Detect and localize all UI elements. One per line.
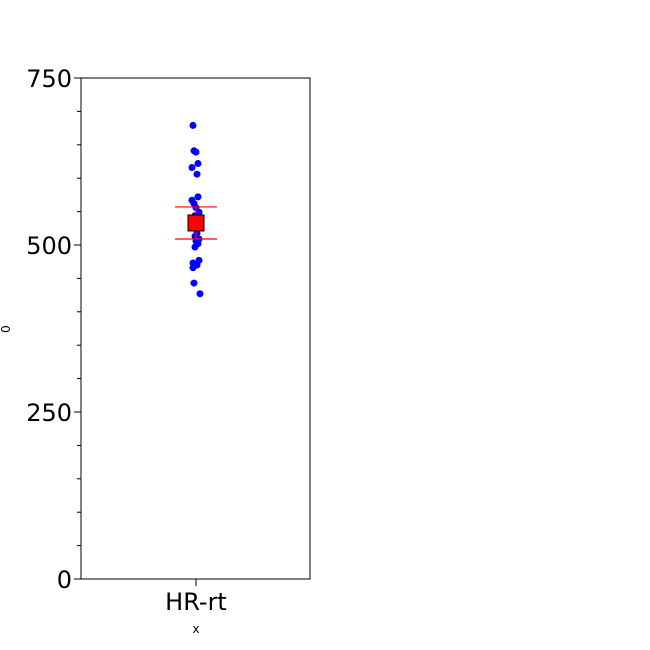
- data-point: [193, 170, 201, 178]
- y-tick-label: 500: [26, 232, 72, 260]
- x-axis: HR-rt: [165, 579, 227, 616]
- y-tick-label: 750: [26, 65, 72, 93]
- data-point: [189, 121, 197, 129]
- x-axis-title: x: [192, 622, 199, 636]
- data-point: [192, 148, 200, 156]
- data-point: [194, 193, 202, 201]
- y-tick-label: 0: [57, 566, 72, 594]
- data-point: [194, 160, 202, 168]
- y-axis: 0 250 500 750: [26, 65, 81, 594]
- mean-marker: [187, 214, 205, 232]
- data-point: [188, 164, 196, 172]
- x-tick-label: HR-rt: [165, 588, 227, 616]
- y-tick-label: 250: [26, 399, 72, 427]
- data-point: [190, 279, 198, 287]
- data-point: [196, 290, 204, 298]
- data-point: [189, 264, 197, 272]
- data-point: [191, 243, 199, 251]
- y-axis-title: 0: [0, 325, 13, 333]
- summary-marks: [175, 206, 217, 240]
